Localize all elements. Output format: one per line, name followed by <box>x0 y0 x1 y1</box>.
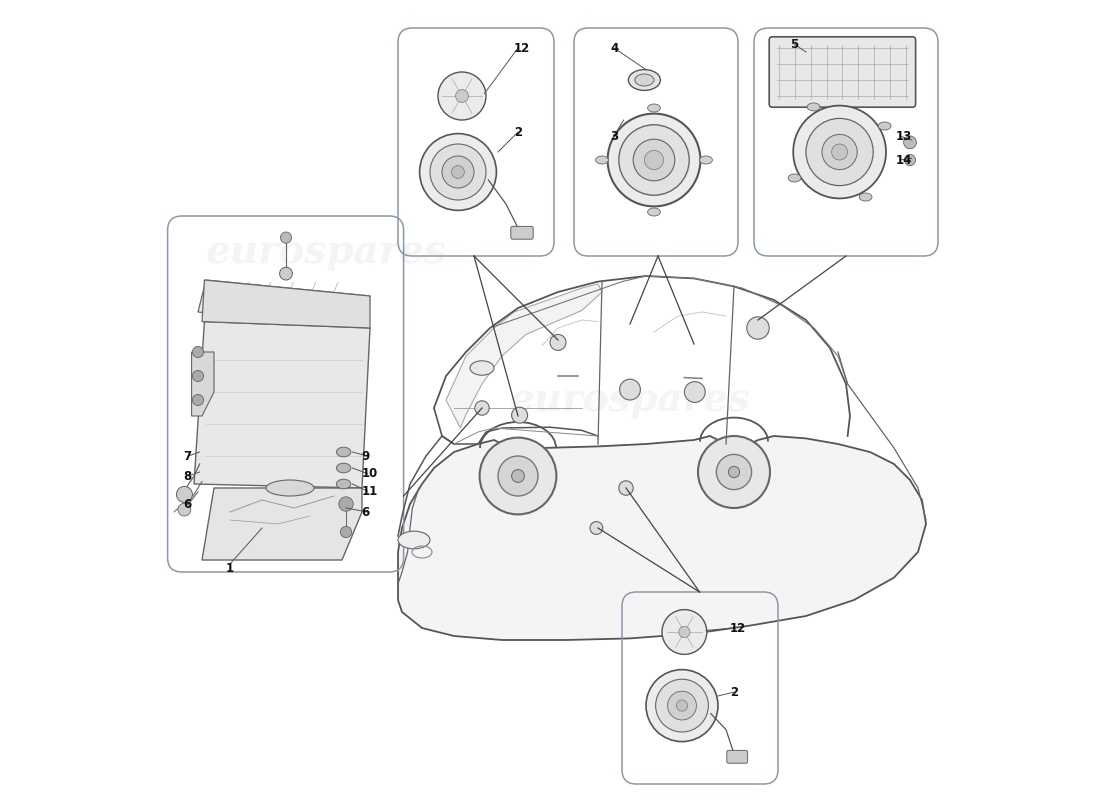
Circle shape <box>442 156 474 188</box>
Circle shape <box>280 232 292 243</box>
Text: 3: 3 <box>610 130 618 142</box>
Circle shape <box>619 481 634 495</box>
Text: eurospares: eurospares <box>573 577 814 615</box>
Text: 10: 10 <box>361 467 377 480</box>
Text: 13: 13 <box>895 130 912 142</box>
Ellipse shape <box>628 70 660 90</box>
Text: 1: 1 <box>226 562 234 574</box>
Circle shape <box>656 679 708 732</box>
Text: 7: 7 <box>183 450 191 462</box>
Circle shape <box>512 407 528 423</box>
Ellipse shape <box>789 174 801 182</box>
Ellipse shape <box>595 156 608 164</box>
Text: 6: 6 <box>361 506 370 518</box>
Circle shape <box>176 486 192 502</box>
Circle shape <box>904 154 915 166</box>
Circle shape <box>832 144 848 160</box>
Text: 4: 4 <box>610 42 618 54</box>
Ellipse shape <box>878 122 891 130</box>
Circle shape <box>646 670 718 742</box>
Circle shape <box>747 317 769 339</box>
Text: 2: 2 <box>730 686 738 698</box>
Circle shape <box>512 470 525 482</box>
Ellipse shape <box>635 74 654 86</box>
Circle shape <box>590 522 603 534</box>
Circle shape <box>607 114 701 206</box>
Circle shape <box>438 72 486 120</box>
Polygon shape <box>194 322 370 488</box>
Text: 2: 2 <box>514 126 522 138</box>
Circle shape <box>550 334 566 350</box>
Circle shape <box>475 401 490 415</box>
Circle shape <box>698 436 770 508</box>
Circle shape <box>634 139 674 181</box>
Ellipse shape <box>328 298 364 313</box>
Circle shape <box>192 394 204 406</box>
Text: 5: 5 <box>790 38 799 50</box>
Ellipse shape <box>266 480 314 496</box>
Circle shape <box>645 150 663 170</box>
Circle shape <box>668 691 696 720</box>
Circle shape <box>728 466 739 478</box>
Polygon shape <box>446 284 602 428</box>
Text: 12: 12 <box>730 622 746 634</box>
Circle shape <box>619 125 690 195</box>
Polygon shape <box>202 488 362 560</box>
Circle shape <box>793 106 886 198</box>
FancyBboxPatch shape <box>769 37 915 107</box>
Circle shape <box>498 456 538 496</box>
Circle shape <box>192 346 204 358</box>
Ellipse shape <box>337 479 351 489</box>
Ellipse shape <box>337 447 351 457</box>
Text: 8: 8 <box>183 470 191 482</box>
Circle shape <box>806 118 873 186</box>
Circle shape <box>340 526 352 538</box>
Polygon shape <box>202 280 370 328</box>
Text: 14: 14 <box>895 154 912 166</box>
Text: 11: 11 <box>361 485 377 498</box>
Circle shape <box>662 610 707 654</box>
Circle shape <box>480 438 557 514</box>
FancyBboxPatch shape <box>510 226 534 239</box>
Polygon shape <box>191 352 214 416</box>
Circle shape <box>178 503 190 516</box>
Text: eurospares: eurospares <box>206 233 447 271</box>
Text: 9: 9 <box>361 450 370 462</box>
FancyBboxPatch shape <box>727 750 748 763</box>
Polygon shape <box>198 280 370 328</box>
Polygon shape <box>398 436 926 640</box>
Text: eurospares: eurospares <box>509 381 750 419</box>
Circle shape <box>822 134 857 170</box>
Circle shape <box>716 454 751 490</box>
Ellipse shape <box>337 463 351 473</box>
Ellipse shape <box>807 103 820 111</box>
Ellipse shape <box>648 104 660 112</box>
Circle shape <box>903 136 916 149</box>
Circle shape <box>279 267 293 280</box>
Ellipse shape <box>859 193 872 201</box>
Circle shape <box>452 166 464 178</box>
Circle shape <box>676 700 688 711</box>
Text: 6: 6 <box>183 498 191 510</box>
Circle shape <box>419 134 496 210</box>
Circle shape <box>455 90 469 102</box>
Circle shape <box>619 379 640 400</box>
Ellipse shape <box>648 208 660 216</box>
Circle shape <box>679 626 690 638</box>
Text: 12: 12 <box>514 42 530 54</box>
Circle shape <box>430 144 486 200</box>
Ellipse shape <box>262 292 318 313</box>
Circle shape <box>192 370 204 382</box>
Circle shape <box>684 382 705 402</box>
Ellipse shape <box>700 156 713 164</box>
Ellipse shape <box>398 531 430 549</box>
Circle shape <box>339 497 353 511</box>
Ellipse shape <box>470 361 494 375</box>
